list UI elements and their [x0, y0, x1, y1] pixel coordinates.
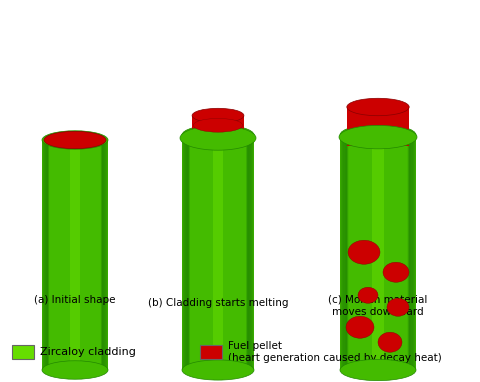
Bar: [346, 135, 348, 370]
Bar: [345, 135, 348, 370]
Bar: [190, 135, 191, 370]
Ellipse shape: [182, 125, 254, 145]
Bar: [408, 135, 414, 370]
Ellipse shape: [340, 359, 416, 380]
Ellipse shape: [42, 131, 108, 149]
Bar: [184, 135, 189, 370]
Bar: [42, 140, 108, 370]
Bar: [102, 140, 107, 370]
Text: (b) Cladding starts melting: (b) Cladding starts melting: [148, 298, 288, 308]
Bar: [70, 140, 80, 370]
Ellipse shape: [193, 118, 242, 132]
Bar: [246, 135, 250, 370]
Bar: [102, 140, 108, 370]
Bar: [183, 135, 189, 370]
Text: (a) Initial shape: (a) Initial shape: [34, 295, 116, 305]
Bar: [187, 135, 190, 370]
Bar: [101, 140, 102, 370]
Bar: [343, 135, 348, 370]
Bar: [408, 135, 410, 370]
Ellipse shape: [348, 240, 380, 264]
Bar: [200, 345, 222, 359]
Bar: [44, 140, 48, 370]
Bar: [341, 135, 347, 370]
Ellipse shape: [180, 126, 256, 150]
Bar: [182, 135, 254, 370]
Bar: [372, 135, 384, 370]
Ellipse shape: [347, 98, 409, 116]
Bar: [43, 140, 48, 370]
Text: Fuel pellet
(heart generation caused by decay heat): Fuel pellet (heart generation caused by …: [228, 341, 442, 363]
Bar: [340, 135, 347, 370]
Bar: [192, 116, 244, 145]
Bar: [348, 135, 349, 370]
Ellipse shape: [44, 131, 106, 149]
Bar: [101, 140, 104, 370]
Text: (c) Molten material
moves downward: (c) Molten material moves downward: [328, 295, 428, 317]
Bar: [247, 135, 252, 370]
Bar: [186, 135, 190, 370]
Bar: [408, 135, 411, 370]
Bar: [189, 135, 190, 370]
Bar: [47, 140, 49, 370]
Ellipse shape: [346, 316, 374, 338]
Bar: [213, 135, 223, 370]
Bar: [102, 140, 106, 370]
Text: Zircaloy cladding: Zircaloy cladding: [40, 347, 136, 357]
Ellipse shape: [383, 262, 409, 282]
Bar: [347, 107, 409, 146]
Bar: [248, 135, 254, 370]
Ellipse shape: [192, 108, 244, 123]
Ellipse shape: [358, 287, 378, 303]
Ellipse shape: [340, 125, 416, 146]
Bar: [46, 140, 49, 370]
Bar: [45, 140, 48, 370]
Bar: [246, 135, 248, 370]
Bar: [12, 345, 34, 359]
Bar: [182, 135, 189, 370]
Bar: [246, 135, 249, 370]
Ellipse shape: [387, 298, 409, 316]
Bar: [247, 135, 253, 370]
Ellipse shape: [339, 125, 417, 149]
Bar: [342, 135, 348, 370]
Bar: [409, 135, 416, 370]
Bar: [347, 135, 348, 370]
Bar: [42, 140, 48, 370]
Bar: [185, 135, 189, 370]
Bar: [409, 135, 415, 370]
Ellipse shape: [378, 332, 402, 352]
Bar: [101, 140, 103, 370]
Bar: [407, 135, 408, 370]
Bar: [247, 135, 251, 370]
Bar: [100, 140, 101, 370]
Bar: [408, 135, 409, 370]
Bar: [101, 140, 105, 370]
Ellipse shape: [182, 360, 254, 380]
Bar: [408, 135, 413, 370]
Ellipse shape: [42, 361, 108, 379]
Bar: [48, 140, 49, 370]
Bar: [340, 135, 416, 370]
